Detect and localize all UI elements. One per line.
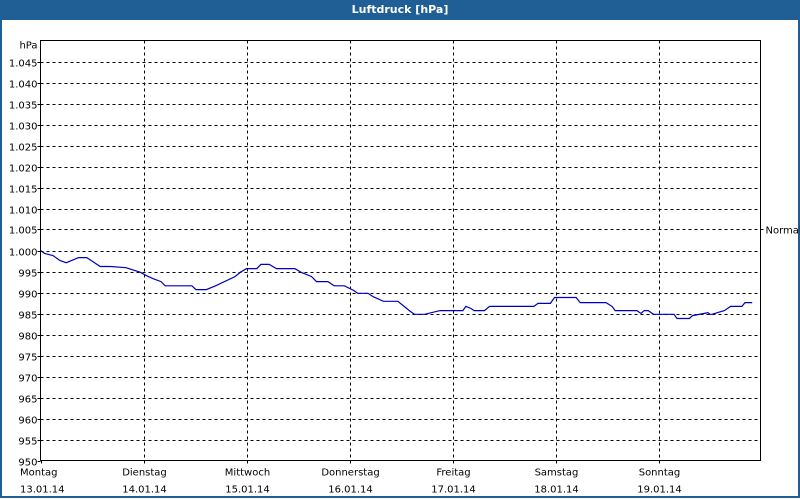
x-tick-day: Samstag (535, 468, 579, 479)
y-tick-label: 1.000 (9, 248, 38, 259)
x-axis: Montag 13.01.14 Dienstag 14.01.14 Mittwoch 15… (20, 460, 682, 496)
x-tick-day: Freitag (436, 468, 470, 479)
y-tick-label: 955 (18, 437, 37, 448)
y-axis-unit: hPa (19, 41, 37, 52)
y-tick-label: 1.010 (9, 206, 38, 217)
y-tick-label: 1.020 (9, 164, 38, 175)
y-tick-label: 960 (18, 416, 37, 427)
y-tick-label: 1.005 (9, 226, 38, 237)
y-tick-label: 1.015 (9, 185, 38, 196)
y-tick-label: 990 (18, 290, 37, 301)
y-tick-label: 1.025 (9, 143, 38, 154)
x-tick-date: 14.01.14 (122, 485, 167, 496)
y-tick-label: 1.045 (9, 59, 38, 70)
y-tick-label: 965 (18, 395, 37, 406)
chart-title: Luftdruck [hPa] (0, 0, 800, 20)
x-tick-day: Dienstag (122, 468, 167, 479)
x-tick-day: Sonntag (639, 468, 681, 479)
x-tick-date: 18.01.14 (534, 485, 579, 496)
pressure-line (40, 250, 753, 320)
y-axis: 950 955 960 965 970 975 980 985 990 995 1.000 1.005… (9, 41, 800, 469)
y-tick-label: 985 (18, 311, 37, 322)
x-tick-date: 16.01.14 (328, 485, 373, 496)
plot-area-border (40, 40, 761, 461)
y-tick-label: 970 (18, 374, 37, 385)
y-tick-label: 1.030 (9, 122, 38, 133)
x-tick-day: Montag (20, 468, 57, 479)
x-tick-date: 15.01.14 (225, 485, 270, 496)
x-tick-date: 13.01.14 (20, 485, 65, 496)
x-tick-day: Donnerstag (321, 468, 379, 479)
grid-lines (40, 40, 761, 461)
y-tick-label: 995 (18, 269, 37, 280)
y-tick-label: 980 (18, 332, 37, 343)
y-tick-label: 975 (18, 353, 37, 364)
normal-reference-label: Normal (766, 226, 800, 237)
x-tick-day: Mittwoch (225, 468, 270, 479)
x-tick-date: 19.01.14 (637, 485, 682, 496)
x-tick-date: 17.01.14 (431, 485, 476, 496)
y-tick-label: 1.035 (9, 101, 38, 112)
y-tick-label: 1.040 (9, 80, 38, 91)
y-tick-label: 950 (18, 458, 37, 469)
